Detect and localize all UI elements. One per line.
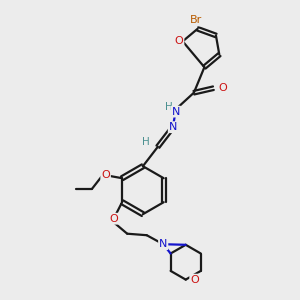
- Text: O: O: [219, 83, 227, 93]
- Text: Br: Br: [190, 15, 202, 26]
- Text: N: N: [169, 122, 177, 132]
- Text: N: N: [172, 106, 180, 117]
- Text: O: O: [109, 214, 118, 224]
- Text: O: O: [175, 36, 184, 46]
- Text: O: O: [101, 170, 110, 180]
- Text: O: O: [190, 274, 199, 285]
- Text: N: N: [159, 239, 167, 249]
- Text: H: H: [164, 102, 172, 112]
- Text: H: H: [142, 137, 149, 147]
